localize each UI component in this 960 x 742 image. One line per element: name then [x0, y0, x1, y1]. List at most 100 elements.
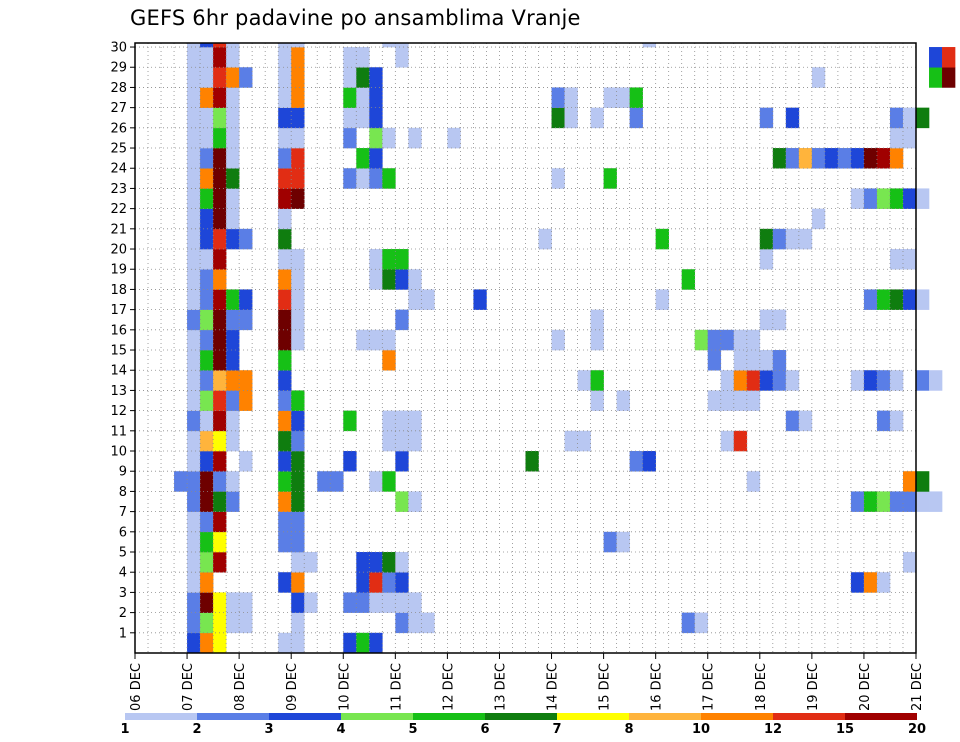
heatmap-cell — [226, 47, 240, 68]
heatmap-cell — [278, 329, 292, 351]
heatmap-cell — [304, 592, 318, 613]
heatmap-cell — [213, 329, 227, 351]
heatmap-cell — [213, 228, 227, 250]
heatmap-cell — [278, 228, 292, 250]
y-tick-label: 20 — [110, 243, 127, 258]
legend-swatch — [773, 713, 845, 720]
heatmap-cell — [564, 87, 578, 108]
heatmap-cell — [187, 309, 201, 331]
heatmap-cell — [929, 67, 943, 88]
heatmap-cell — [395, 249, 409, 270]
heatmap-cell — [798, 148, 813, 169]
heatmap-cell — [213, 127, 227, 149]
heatmap-cell — [239, 390, 253, 411]
legend-label: 2 — [192, 722, 201, 737]
heatmap-cell — [577, 430, 591, 452]
heatmap-cell — [278, 531, 292, 553]
x-tick-label: 11 DEC — [389, 663, 404, 711]
y-tick-label: 25 — [110, 142, 127, 157]
heatmap-cell — [902, 289, 917, 310]
heatmap-cell — [395, 430, 409, 452]
heatmap-cell — [291, 249, 305, 270]
heatmap-cell — [356, 168, 370, 189]
heatmap-cell — [863, 370, 878, 391]
heatmap-cell — [291, 612, 305, 634]
heatmap-cell — [850, 370, 865, 391]
x-tick-label: 12 DEC — [441, 663, 456, 711]
heatmap-cell — [525, 451, 539, 472]
heatmap-cell — [785, 107, 800, 129]
y-tick-label: 9 — [119, 465, 127, 480]
heatmap-cell — [278, 107, 292, 129]
heatmap-cell — [278, 350, 292, 371]
heatmap-cell — [590, 370, 604, 391]
heatmap-cell — [889, 289, 904, 310]
heatmap-cell — [382, 592, 396, 613]
heatmap-cell — [213, 168, 227, 189]
y-tick-label: 22 — [110, 202, 127, 217]
legend-label: 7 — [552, 722, 561, 737]
heatmap-cell — [642, 43, 656, 48]
heatmap-cell — [226, 329, 240, 351]
heatmap-cell — [929, 370, 943, 391]
heatmap-cell — [213, 249, 227, 270]
heatmap-cell — [291, 269, 305, 290]
heatmap-cell — [200, 249, 214, 270]
heatmap-cell — [226, 390, 240, 411]
heatmap-cell — [408, 491, 422, 512]
legend-swatch — [125, 713, 197, 720]
heatmap-cell — [291, 107, 305, 129]
heatmap-cell — [382, 269, 396, 290]
heatmap-cell — [395, 491, 409, 512]
heatmap-cell — [213, 612, 227, 634]
heatmap-cell — [226, 612, 240, 634]
heatmap-cells — [174, 43, 956, 654]
heatmap-cell — [356, 107, 370, 129]
heatmap-cell — [369, 632, 383, 654]
heatmap-cell — [707, 329, 722, 351]
heatmap-cell — [291, 127, 305, 149]
heatmap-cell — [278, 410, 292, 432]
heatmap-cell — [408, 127, 422, 149]
heatmap-cell — [382, 572, 396, 593]
heatmap-cell — [187, 531, 201, 553]
heatmap-cell — [213, 148, 227, 169]
heatmap-cell — [850, 188, 865, 209]
heatmap-cell — [200, 572, 214, 593]
heatmap-cell — [226, 87, 240, 108]
heatmap-cell — [200, 370, 214, 391]
legend-label: 6 — [480, 722, 489, 737]
heatmap-cell — [889, 148, 904, 169]
heatmap-cell — [239, 612, 253, 634]
heatmap-cell — [850, 572, 865, 593]
heatmap-cell — [239, 228, 253, 250]
heatmap-cell — [876, 572, 891, 593]
heatmap-cell — [200, 471, 214, 492]
heatmap-cell — [187, 228, 201, 250]
heatmap-cell — [408, 592, 422, 613]
heatmap-cell — [916, 370, 930, 391]
heatmap-cell — [291, 410, 305, 432]
heatmap-cell — [187, 592, 201, 613]
heatmap-cell — [629, 87, 643, 108]
heatmap-cell — [291, 329, 305, 351]
heatmap-cell — [733, 329, 748, 351]
heatmap-cell — [746, 329, 761, 351]
heatmap-cell — [239, 370, 253, 391]
y-tick-label: 24 — [110, 162, 127, 177]
x-tick-label: 21 DEC — [910, 663, 925, 711]
heatmap-cell — [902, 249, 917, 270]
heatmap-cell — [603, 168, 617, 189]
heatmap-cell — [343, 67, 357, 88]
heatmap-cell — [746, 471, 761, 492]
heatmap-cell — [837, 148, 852, 169]
heatmap-cell — [226, 410, 240, 432]
heatmap-cell — [382, 329, 396, 351]
heatmap-cell — [889, 410, 904, 432]
heatmap-cell — [213, 390, 227, 411]
heatmap-cell — [720, 390, 735, 411]
heatmap-cell — [200, 127, 214, 149]
heatmap-cell — [616, 531, 630, 553]
heatmap-cell — [226, 67, 240, 88]
